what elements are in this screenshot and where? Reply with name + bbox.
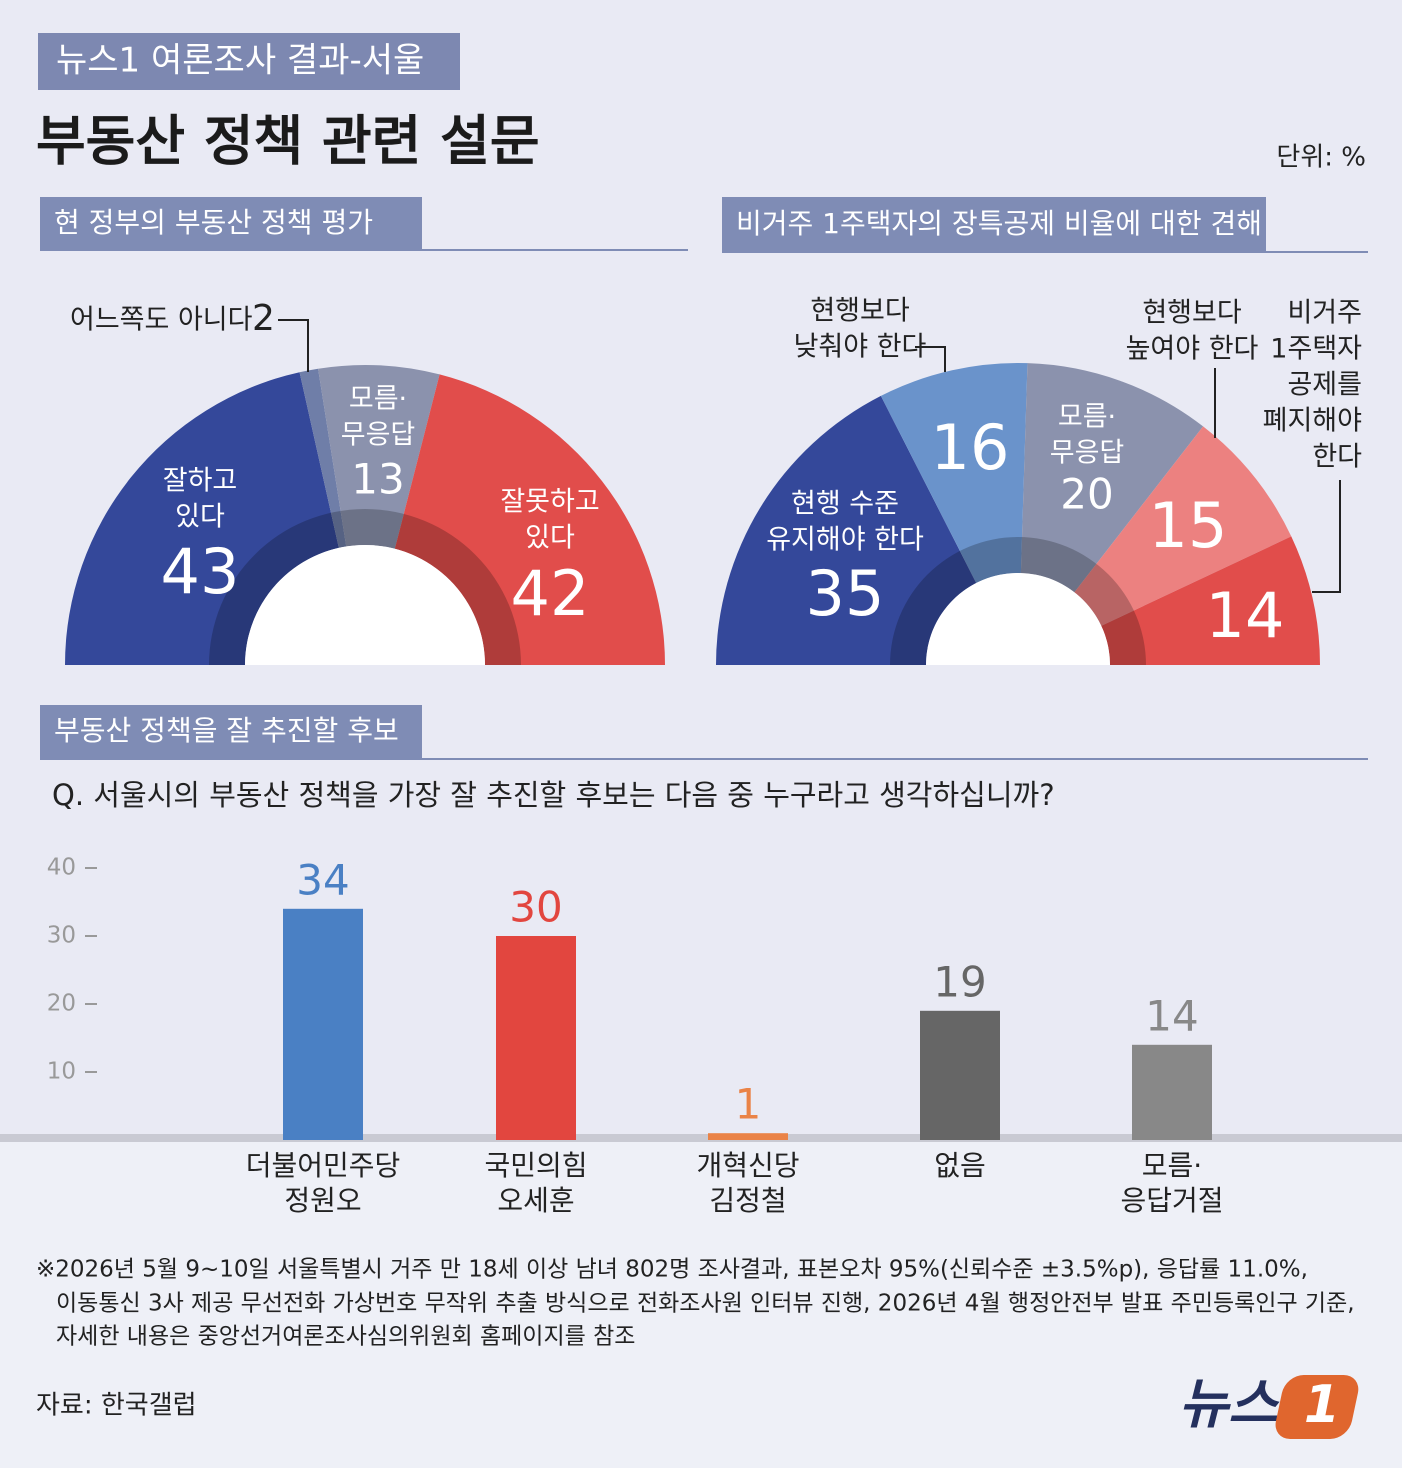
value-label: 30 xyxy=(509,883,562,932)
question: Q. 서울시의 부동산 정책을 가장 잘 추진할 후보는 다음 중 누구라고 생… xyxy=(52,778,1055,812)
section-box xyxy=(40,197,422,250)
segment-label: 있다 xyxy=(525,523,575,554)
inner-shade xyxy=(890,537,1146,665)
lower-panel xyxy=(0,1140,1402,1468)
bar xyxy=(708,1133,788,1140)
x-tick-label: 정원오 xyxy=(284,1184,361,1217)
tag: 뉴스1 여론조사 결과-서울 xyxy=(56,41,424,81)
bar xyxy=(1132,1044,1212,1140)
section-title: 비거주 1주택자의 장특공제 비율에 대한 견해 xyxy=(736,207,1262,240)
segment-label: 낮춰야 한다 xyxy=(794,332,927,363)
segment-label: 모름· xyxy=(349,384,407,415)
section-title: 현 정부의 부동산 정책 평가 xyxy=(54,206,373,239)
segment-value: 35 xyxy=(806,557,885,630)
segment-label: 폐지해야 xyxy=(1263,406,1362,437)
segment-value: 20 xyxy=(1060,470,1113,519)
segment-label: 어느쪽도 아니다 xyxy=(70,305,253,336)
x-tick-label: 응답거절 xyxy=(1120,1184,1223,1217)
y-tick-label: 30 xyxy=(47,923,76,949)
section-box xyxy=(722,197,1266,252)
x-tick-label: 개혁신당 xyxy=(696,1149,799,1182)
donut-segment xyxy=(1074,426,1292,626)
donut-segment xyxy=(318,365,440,549)
value-label: 1 xyxy=(735,1080,762,1129)
x-tick-label: 더불어민주당 xyxy=(246,1149,401,1182)
y-tick-label: 10 xyxy=(47,1059,76,1085)
logo-number: 1 xyxy=(1304,1375,1340,1435)
segment-label: 현행 수준 xyxy=(791,489,899,520)
donut-hole xyxy=(245,545,485,665)
donut-segment xyxy=(880,363,1028,584)
x-tick-label: 오세훈 xyxy=(497,1184,574,1217)
section-box xyxy=(40,705,422,759)
x-tick-label: 모름· xyxy=(1142,1149,1202,1182)
logo-text: 뉴스 xyxy=(1179,1373,1281,1436)
bar xyxy=(283,908,363,1140)
leader-line xyxy=(278,319,309,372)
inner-shade xyxy=(209,509,521,665)
segment-value: 43 xyxy=(161,535,240,608)
segment-label: 잘하고 xyxy=(163,466,238,497)
donut-segment xyxy=(1020,363,1204,593)
footnote: 이동통신 3사 제공 무선전화 가상번호 무작위 추출 방식으로 전화조사원 인… xyxy=(56,1291,1355,1317)
tag-box xyxy=(38,33,460,90)
donut-segment xyxy=(394,374,665,665)
x-tick-label: 없음 xyxy=(934,1149,986,1182)
leader-line xyxy=(1312,480,1341,593)
segment-value: 14 xyxy=(1206,579,1285,652)
unit: 단위: % xyxy=(1276,143,1366,173)
footnote: 자세한 내용은 중앙선거여론조사심의위원회 홈페이지를 참조 xyxy=(56,1324,635,1350)
value-label: 14 xyxy=(1145,991,1198,1040)
segment-value: 16 xyxy=(931,411,1010,484)
section-title: 부동산 정책을 잘 추진할 후보 xyxy=(54,714,399,747)
segment-label: 1주택자 xyxy=(1270,334,1362,365)
donut-segment xyxy=(716,395,977,665)
logo-box xyxy=(1275,1375,1359,1439)
donut-hole xyxy=(926,573,1110,665)
x-tick-label: 국민의힘 xyxy=(484,1149,587,1182)
segment-value: 42 xyxy=(511,557,590,630)
segment-label: 공제를 xyxy=(1287,370,1362,401)
donut-segment xyxy=(65,372,339,665)
main-title: 부동산 정책 관련 설문 xyxy=(36,110,540,173)
segment-label: 현행보다 xyxy=(1142,298,1242,329)
segment-label: 한다 xyxy=(1312,442,1362,473)
donut-segment xyxy=(299,368,347,548)
bar xyxy=(496,936,576,1140)
y-tick-label: 40 xyxy=(47,855,76,881)
segment-value: 2 xyxy=(252,298,275,339)
bar xyxy=(920,1010,1000,1140)
segment-label: 모름· xyxy=(1058,402,1116,433)
source: 자료: 한국갤럽 xyxy=(36,1391,197,1421)
segment-label: 높여야 한다 xyxy=(1126,334,1259,365)
leader-line xyxy=(915,346,946,372)
footnote: ※2026년 5월 9~10일 서울특별시 거주 만 18세 이상 남녀 802… xyxy=(36,1257,1308,1283)
segment-label: 있다 xyxy=(175,502,225,533)
y-tick-label: 20 xyxy=(47,991,76,1017)
value-label: 19 xyxy=(933,957,986,1006)
segment-label: 무응답 xyxy=(1050,438,1125,469)
segment-label: 무응답 xyxy=(341,420,416,451)
x-tick-label: 김정철 xyxy=(709,1184,786,1217)
donut-segment xyxy=(1101,536,1320,665)
value-label: 34 xyxy=(296,855,349,904)
segment-label: 잘못하고 xyxy=(500,487,599,518)
segment-label: 현행보다 xyxy=(810,296,910,327)
segment-value: 13 xyxy=(351,455,404,504)
segment-label: 유지해야 한다 xyxy=(766,525,924,556)
baseline xyxy=(0,1134,1402,1142)
segment-label: 비거주 xyxy=(1287,298,1362,329)
segment-value: 15 xyxy=(1149,489,1228,562)
